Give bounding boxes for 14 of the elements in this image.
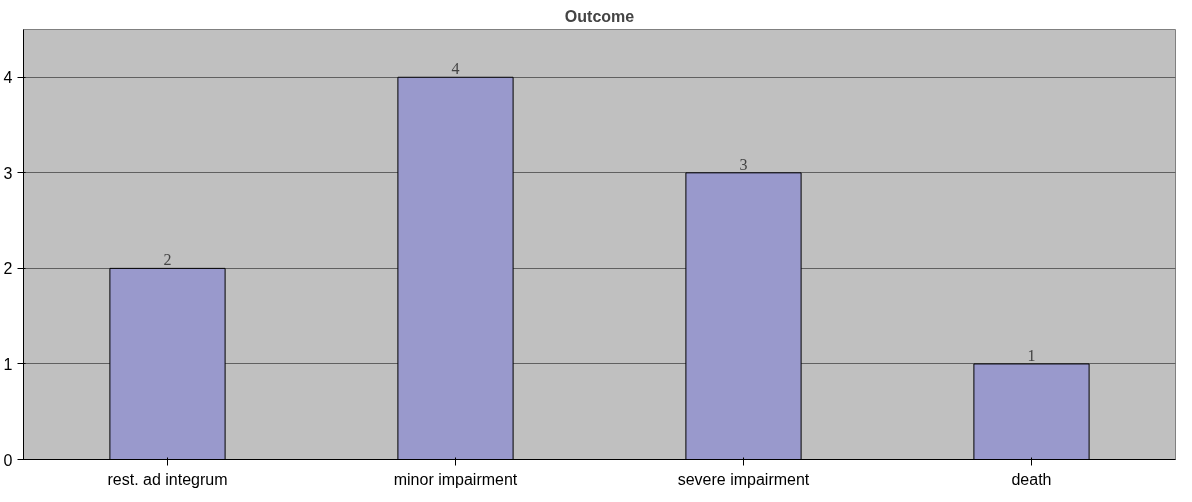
- y-tick-label: 4: [3, 69, 13, 87]
- x-tick-label: severe impairment: [677, 470, 810, 488]
- data-label: 1: [1027, 346, 1036, 364]
- chart-title: Outcome: [564, 7, 635, 25]
- data-label: 3: [739, 155, 748, 173]
- y-tick-label: 1: [3, 355, 13, 373]
- data-label: 2: [163, 251, 172, 269]
- y-tick-label: 3: [3, 164, 13, 182]
- x-tick-label: minor impairment: [393, 470, 518, 488]
- y-tick-label: 2: [3, 260, 13, 278]
- data-label: 4: [451, 60, 460, 78]
- y-tick-label: 0: [3, 451, 13, 469]
- x-tick-label: rest. ad integrum: [107, 470, 228, 488]
- x-tick-label: death: [1011, 470, 1052, 488]
